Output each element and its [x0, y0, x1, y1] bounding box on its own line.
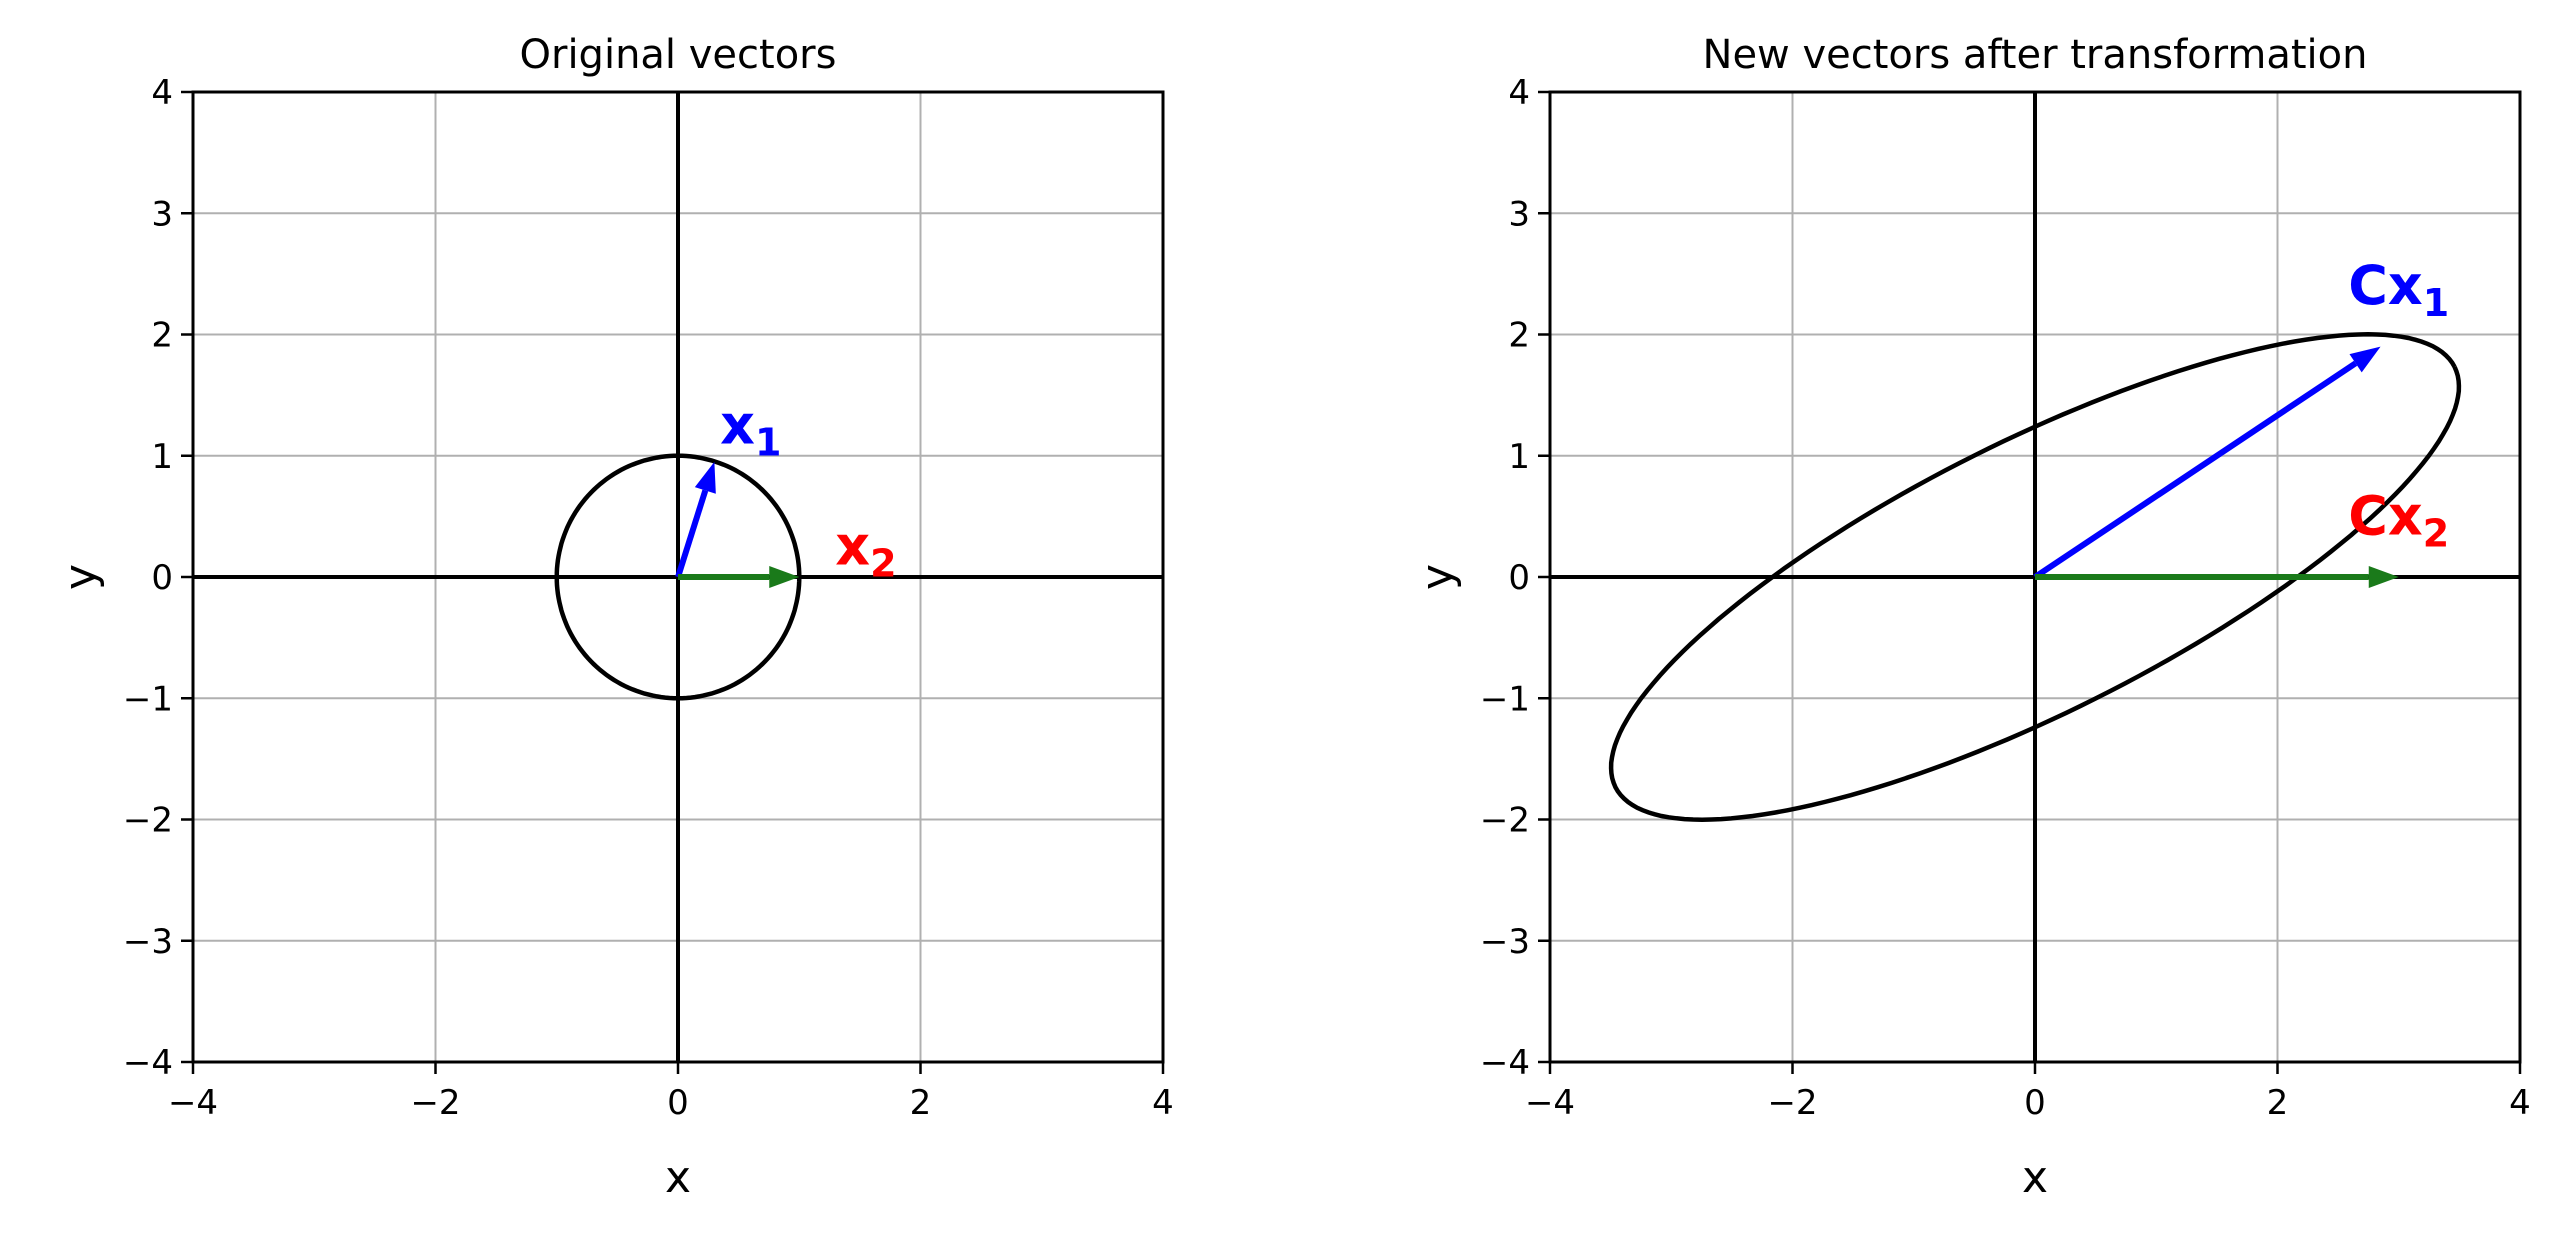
x-tick-label: 2 [910, 1083, 932, 1123]
x-tick-label: −4 [1525, 1083, 1575, 1123]
y-tick-label: 2 [151, 316, 173, 356]
vector-arrow-head [769, 566, 800, 588]
vector-label-subscript: 2 [870, 542, 896, 586]
x-tick-label: 4 [2509, 1083, 2531, 1123]
vector-label-2: x2 [835, 515, 896, 586]
x-tick-label: −4 [168, 1083, 218, 1123]
vector-label-2: Cx2 [2348, 484, 2449, 555]
vector-label-base: x [720, 393, 755, 456]
vector-label-1: Cx1 [2348, 254, 2449, 325]
vector-arrow-2 [2035, 566, 2399, 588]
vector-arrow-shaft [2033, 360, 2358, 580]
y-tick-label: −1 [123, 679, 173, 719]
panel-title: New vectors after transformation [1703, 32, 2368, 78]
y-tick-label: 3 [1508, 194, 1530, 234]
y-tick-label: −1 [1480, 679, 1530, 719]
y-tick-label: −2 [123, 801, 173, 841]
y-tick-label: 2 [1508, 316, 1530, 356]
x-tick-label: 0 [667, 1083, 689, 1123]
x-axis-title: x [2022, 1152, 2048, 1203]
y-tick-label: 0 [1508, 558, 1530, 598]
y-tick-label: 4 [151, 73, 173, 113]
vector-label-base: x [835, 515, 870, 578]
x-tick-label: 4 [1152, 1083, 1174, 1123]
y-tick-label: 3 [151, 194, 173, 234]
vector-arrow-1 [675, 461, 716, 578]
y-tick-label: 0 [151, 558, 173, 598]
y-tick-label: −3 [123, 922, 173, 962]
y-tick-label: 1 [151, 437, 173, 477]
x-axis-title: x [665, 1152, 691, 1203]
chart-panel-2: −4 −2 0 2 4 −4 −3 −2 −1 0 1 2 3 4 New vectors after tr… [1412, 32, 2531, 1203]
y-tick-label: −4 [1480, 1043, 1530, 1083]
vector-label-base: Cx [2348, 484, 2423, 547]
ellipse-series-1 [554, 453, 802, 701]
vector-label-subscript: 1 [755, 420, 781, 464]
vector-arrow-shaft [675, 489, 709, 578]
y-axis-title: y [1412, 564, 1463, 590]
vector-arrow-head [2349, 346, 2381, 373]
plot-area [554, 453, 802, 701]
y-tick-label: −4 [123, 1043, 173, 1083]
y-tick-label: −2 [1480, 801, 1530, 841]
vector-label-base: Cx [2348, 254, 2423, 317]
y-tick-label: −3 [1480, 922, 1530, 962]
y-tick-label: 4 [1508, 73, 1530, 113]
panel-title: Original vectors [520, 32, 837, 78]
vector-arrow-head [2368, 566, 2399, 588]
vector-label-1: x1 [720, 393, 781, 464]
y-tick-label: 1 [1508, 437, 1530, 477]
x-tick-label: −2 [1767, 1083, 1817, 1123]
x-tick-label: 2 [2267, 1083, 2289, 1123]
vector-arrow-head [694, 461, 716, 494]
x-tick-label: 0 [2024, 1083, 2046, 1123]
x-tick-label: −2 [410, 1083, 460, 1123]
vector-label-subscript: 2 [2423, 511, 2449, 555]
y-axis-title: y [55, 564, 106, 590]
plot-area [1608, 332, 2462, 822]
vector-arrow-1 [2033, 346, 2381, 580]
vector-label-subscript: 1 [2423, 281, 2449, 325]
vector-arrow-2 [678, 566, 800, 588]
